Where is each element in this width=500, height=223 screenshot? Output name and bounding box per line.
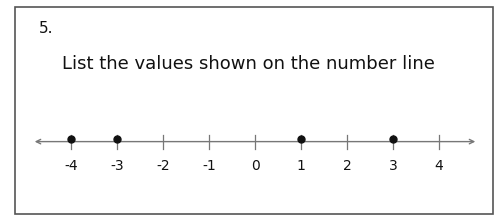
Text: List the values shown on the number line: List the values shown on the number line xyxy=(62,55,434,73)
Text: -2: -2 xyxy=(156,159,170,173)
Text: 1: 1 xyxy=(296,159,306,173)
Text: 2: 2 xyxy=(342,159,351,173)
Text: 5.: 5. xyxy=(39,21,54,36)
Text: 0: 0 xyxy=(250,159,260,173)
Text: -1: -1 xyxy=(202,159,216,173)
Text: -4: -4 xyxy=(64,159,78,173)
Text: 4: 4 xyxy=(434,159,444,173)
Text: -3: -3 xyxy=(110,159,124,173)
Text: 3: 3 xyxy=(388,159,398,173)
